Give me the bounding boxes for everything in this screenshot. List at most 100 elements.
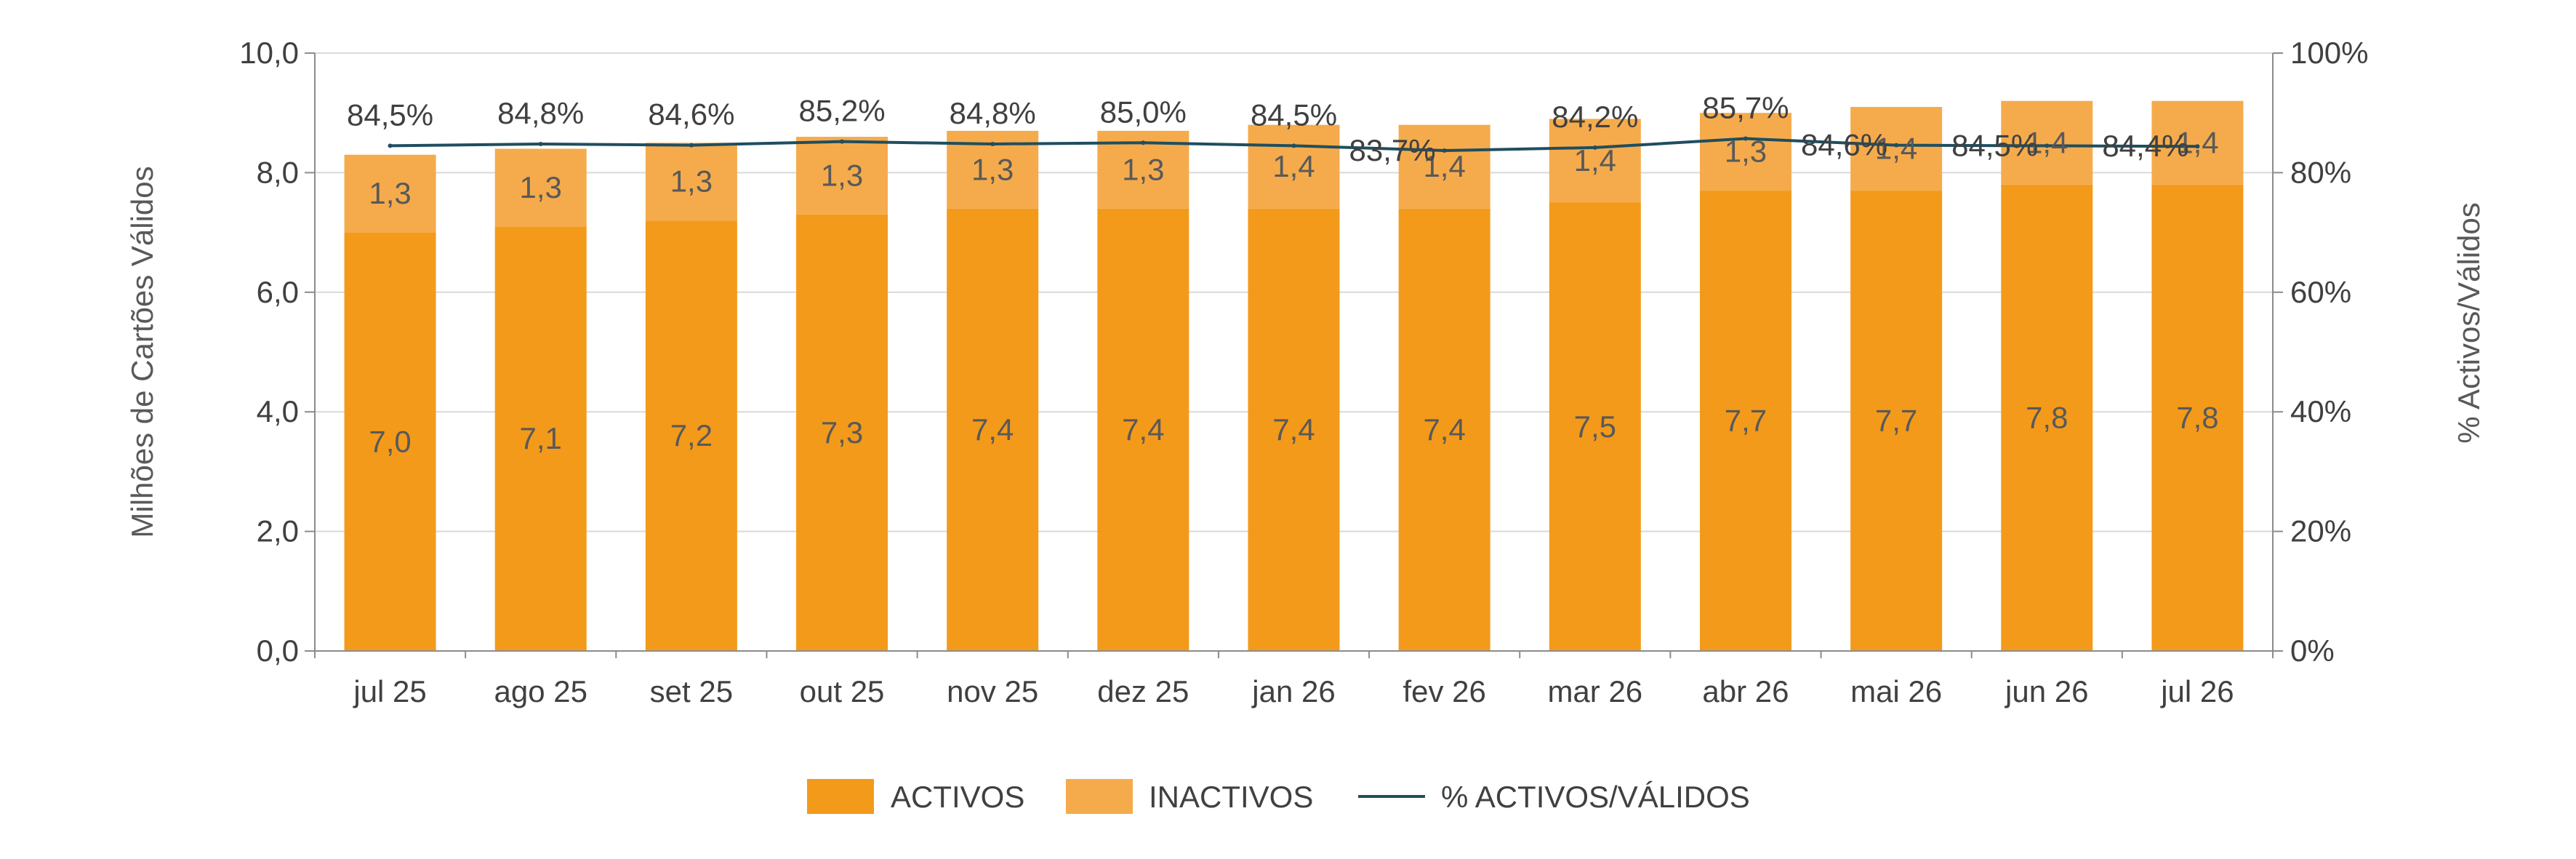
data-label-percent: 85,7% (1702, 91, 1789, 125)
bar-inactivos (1699, 113, 1791, 191)
bar-inactivos (1549, 119, 1641, 203)
legend-label-percent: % ACTIVOS/VÁLIDOS (1441, 780, 1750, 814)
x-tick-label: jul 26 (2159, 674, 2234, 708)
bar-inactivos (1248, 124, 1340, 209)
line-point (1592, 145, 1597, 150)
data-label-inactivos: 1,3 (971, 152, 1014, 186)
line-point (2195, 144, 2200, 149)
data-label-percent: 84,4% (2102, 129, 2188, 163)
bar-activos (2001, 184, 2093, 652)
data-label-activos: 7,4 (971, 412, 1014, 447)
bar-inactivos (494, 148, 587, 227)
x-tick-label: abr 26 (1702, 674, 1789, 708)
bar-activos (494, 226, 587, 651)
line-point (2045, 143, 2050, 148)
line-point (689, 143, 694, 148)
x-tick-label: fev 26 (1403, 674, 1485, 708)
line-point (1141, 140, 1146, 145)
data-label-percent: 84,5% (1251, 97, 1337, 132)
data-label-inactivos: 1,4 (1875, 132, 1917, 166)
data-label-inactivos: 1,3 (1122, 152, 1164, 186)
bar-inactivos (645, 143, 737, 221)
legend-label-inactivos: INACTIVOS (1149, 780, 1313, 814)
bar-inactivos (796, 137, 888, 215)
data-label-percent: 84,2% (1552, 100, 1638, 134)
data-label-percent: 84,8% (497, 96, 584, 130)
data-label-percent: 84,8% (950, 96, 1036, 130)
y-tick-label-right: 0% (2290, 634, 2335, 668)
data-label-percent: 84,6% (648, 97, 734, 132)
data-label-percent: 84,6% (1801, 128, 1887, 162)
y-tick-label-right: 80% (2290, 155, 2351, 189)
data-label-activos: 7,8 (2026, 400, 2068, 434)
data-label-activos: 7,3 (821, 415, 863, 450)
line-point (388, 143, 393, 148)
bar-activos (1850, 191, 1943, 651)
data-label-inactivos: 1,4 (1423, 149, 1465, 183)
data-label-inactivos: 1,3 (520, 170, 562, 204)
data-labels: 7,0 1,3 7,1 1,3 7,2 1,3 7,3 1,3 7,4 1,3 7,4 1,3 7,4 1… (347, 91, 2219, 459)
axes: 0,0 2,0 4,0 6,0 8,0 10,0 0% 20% 40% 60% 80% 100% jul… (239, 36, 2368, 708)
y-tick-label-right: 100% (2290, 36, 2368, 70)
x-tick-label: nov 25 (947, 674, 1038, 708)
y-tick-label-right: 40% (2290, 394, 2351, 428)
bar-activos (1398, 208, 1490, 652)
data-label-activos: 7,1 (520, 421, 562, 455)
legend-label-activos: ACTIVOS (891, 780, 1024, 814)
data-label-percent: 84,5% (1951, 128, 2038, 162)
data-label-activos: 7,4 (1272, 412, 1315, 447)
data-label-inactivos: 1,3 (369, 176, 411, 210)
data-label-percent: 83,7% (1349, 133, 1436, 167)
line-point (840, 139, 845, 144)
bar-activos (645, 220, 737, 651)
data-label-activos: 7,5 (1574, 409, 1616, 444)
data-label-percent: 85,0% (1100, 95, 1187, 129)
bars (344, 100, 2244, 652)
data-label-inactivos: 1,3 (670, 164, 713, 199)
bar-inactivos (1850, 106, 1943, 191)
bar-activos (796, 214, 888, 651)
data-label-inactivos: 1,3 (821, 159, 863, 193)
bar-activos (344, 232, 436, 652)
line-point (538, 141, 543, 146)
x-tick-label: set 25 (650, 674, 733, 708)
data-label-activos: 7,2 (670, 418, 713, 452)
line-series (388, 136, 2200, 153)
data-label-activos: 7,0 (369, 424, 411, 458)
line-point (1743, 136, 1748, 141)
data-label-activos: 7,7 (1875, 404, 1917, 438)
x-tick-label: dez 25 (1097, 674, 1189, 708)
line-point (990, 141, 995, 146)
data-label-activos: 7,4 (1423, 412, 1465, 447)
bar-inactivos (1398, 124, 1490, 209)
y-tick-label-left: 10,0 (239, 36, 299, 70)
x-tick-label: mar 26 (1547, 674, 1642, 708)
data-label-activos: 7,4 (1122, 412, 1164, 447)
bar-activos (2151, 184, 2244, 652)
data-label-inactivos: 1,3 (1725, 135, 1767, 169)
data-label-percent: 85,2% (798, 94, 885, 128)
bar-activos (947, 208, 1039, 652)
y-tick-label-left: 4,0 (257, 394, 299, 428)
x-tick-label: jan 26 (1251, 674, 1335, 708)
y-axis-title-left: Milhões de Cartões Válidos (125, 166, 159, 538)
line-point (1291, 143, 1296, 148)
data-label-inactivos: 1,4 (2176, 125, 2218, 159)
bar-activos (1699, 191, 1791, 651)
y-tick-label-left: 8,0 (257, 155, 299, 189)
bar-inactivos (2151, 100, 2244, 185)
data-label-inactivos: 1,4 (1272, 149, 1315, 183)
line-point (1442, 148, 1447, 153)
data-label-inactivos: 1,4 (2026, 125, 2068, 159)
y-tick-label-left: 0,0 (257, 634, 299, 668)
y-axis-title-right: % Activos/Válidos (2452, 202, 2486, 444)
data-label-percent: 84,5% (347, 97, 433, 132)
legend-swatch-inactivos (1066, 779, 1133, 814)
legend-swatch-activos (807, 779, 874, 814)
data-label-activos: 7,8 (2176, 400, 2218, 434)
bar-activos (1248, 208, 1340, 652)
bar-activos (1097, 208, 1189, 652)
y-tick-label-left: 6,0 (257, 275, 299, 309)
data-label-activos: 7,7 (1725, 404, 1767, 438)
